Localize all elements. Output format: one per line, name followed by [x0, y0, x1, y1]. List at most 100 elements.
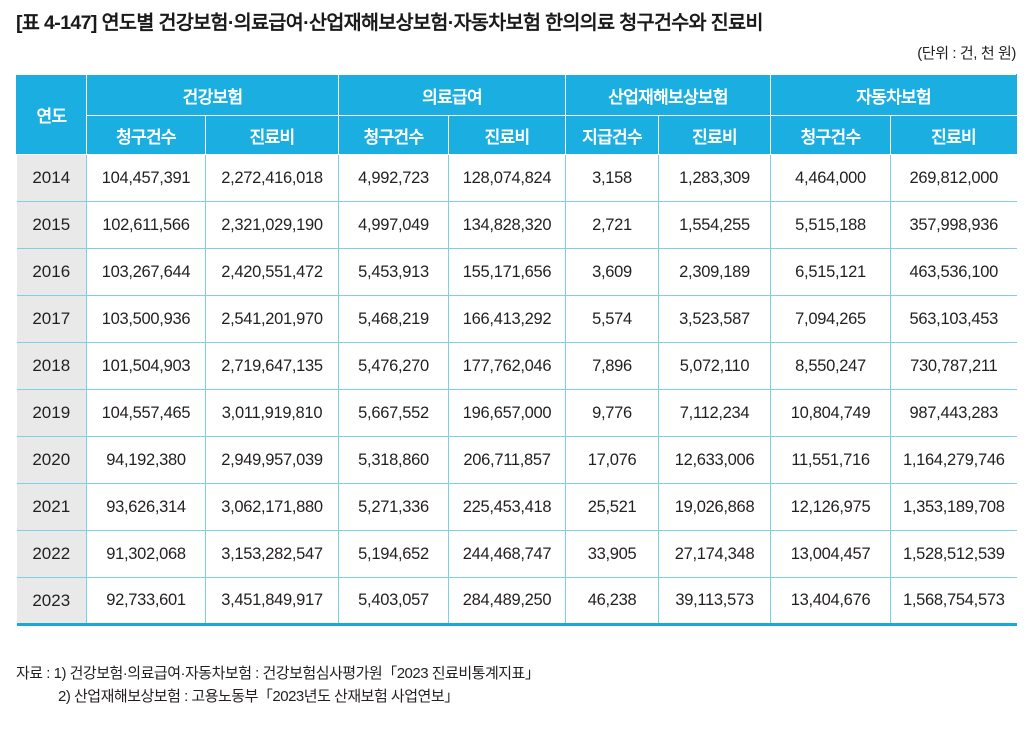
cell-hi-cost: 3,062,171,880: [205, 483, 340, 531]
cell-year: 2022: [16, 530, 87, 578]
statistics-table: 연도 건강보험 의료급여 산업재해보상보험 자동차보험 청구건수 진료비 청구건…: [16, 74, 1018, 626]
cell-hi-cost: 2,541,201,970: [205, 295, 340, 343]
cell-car-cost: 987,443,283: [890, 389, 1017, 437]
cell-iai-count: 9,776: [565, 389, 660, 437]
cell-hi-cost: 3,451,849,917: [205, 577, 340, 625]
page-title: [표 4-147] 연도별 건강보험·의료급여·산업재해보상보험·자동차보험 한…: [16, 12, 763, 34]
cell-ma-cost: 206,711,857: [448, 436, 567, 484]
cell-car-count: 13,404,676: [770, 577, 892, 625]
cell-ma-cost: 284,489,250: [448, 577, 567, 625]
table-header-subcolumn-row: 청구건수 진료비 청구건수 진료비 지급건수 진료비 청구건수 진료비: [17, 115, 1018, 155]
cell-year: 2020: [16, 436, 87, 484]
cell-iai-cost: 1,283,309: [658, 154, 772, 202]
cell-car-cost: 269,812,000: [890, 154, 1017, 202]
cell-hi-count: 104,557,465: [86, 389, 206, 437]
header-hi-count: 청구건수: [86, 115, 206, 155]
cell-iai-count: 3,158: [565, 154, 660, 202]
cell-ma-cost: 128,074,824: [448, 154, 567, 202]
cell-car-cost: 730,787,211: [890, 342, 1017, 390]
cell-ma-cost: 177,762,046: [448, 342, 567, 390]
cell-hi-count: 103,267,644: [86, 248, 206, 296]
cell-ma-count: 5,667,552: [338, 389, 450, 437]
cell-car-count: 11,551,716: [770, 436, 892, 484]
header-group-auto-insurance: 자동차보험: [770, 74, 1018, 116]
table-header-group-row: 연도 건강보험 의료급여 산업재해보상보험 자동차보험: [16, 74, 1018, 155]
header-car-count: 청구건수: [770, 115, 892, 155]
cell-iai-count: 3,609: [565, 248, 660, 296]
cell-car-cost: 1,353,189,708: [890, 483, 1017, 531]
cell-car-count: 5,515,188: [770, 201, 892, 249]
cell-hi-cost: 3,153,282,547: [205, 530, 340, 578]
cell-hi-count: 93,626,314: [86, 483, 206, 531]
cell-ma-count: 5,194,652: [338, 530, 450, 578]
cell-ma-count: 5,403,057: [338, 577, 450, 625]
cell-ma-count: 5,468,219: [338, 295, 450, 343]
cell-iai-count: 5,574: [565, 295, 660, 343]
cell-ma-count: 5,476,270: [338, 342, 450, 390]
header-group-medical-aid: 의료급여: [338, 74, 567, 116]
cell-ma-count: 4,992,723: [338, 154, 450, 202]
table-row: 2016 103,267,644 2,420,551,472 5,453,913 155…: [16, 248, 1017, 296]
cell-car-count: 10,804,749: [770, 389, 892, 437]
cell-year: 2017: [16, 295, 87, 343]
statistics-table-container: 연도 건강보험 의료급여 산업재해보상보험 자동차보험 청구건수 진료비 청구건…: [16, 74, 1018, 626]
cell-iai-count: 17,076: [565, 436, 660, 484]
cell-year: 2021: [16, 483, 87, 531]
cell-hi-cost: 2,321,029,190: [205, 201, 340, 249]
header-hi-cost: 진료비: [204, 115, 340, 155]
cell-hi-count: 101,504,903: [86, 342, 206, 390]
cell-year: 2019: [16, 389, 87, 437]
cell-car-count: 6,515,121: [770, 248, 892, 296]
header-year: 연도: [16, 74, 87, 155]
cell-car-count: 4,464,000: [770, 154, 892, 202]
cell-hi-count: 91,302,068: [86, 530, 206, 578]
cell-year: 2016: [16, 248, 87, 296]
cell-iai-count: 33,905: [565, 530, 660, 578]
header-group-industrial-accident-insurance: 산업재해보상보험: [565, 74, 772, 116]
cell-ma-cost: 155,171,656: [448, 248, 567, 296]
cell-hi-cost: 2,719,647,135: [205, 342, 340, 390]
cell-car-cost: 1,528,512,539: [890, 530, 1017, 578]
table-row: 2022 91,302,068 3,153,282,547 5,194,652 244,…: [16, 530, 1017, 578]
cell-car-cost: 357,998,936: [890, 201, 1017, 249]
cell-hi-count: 102,611,566: [86, 201, 206, 249]
cell-iai-cost: 5,072,110: [658, 342, 772, 390]
cell-car-cost: 1,164,279,746: [890, 436, 1017, 484]
footnote-line: 자료 : 1) 건강보험·의료급여·자동차보험 : 건강보험심사평가원「2023…: [16, 665, 540, 682]
header-group-health-insurance: 건강보험: [85, 74, 340, 116]
table-row: 2014 104,457,391 2,272,416,018 4,992,723 128…: [16, 154, 1017, 202]
cell-hi-cost: 2,272,416,018: [205, 154, 340, 202]
cell-ma-cost: 196,657,000: [448, 389, 567, 437]
cell-iai-count: 46,238: [565, 577, 660, 625]
cell-hi-count: 94,192,380: [86, 436, 206, 484]
cell-hi-cost: 3,011,919,810: [205, 389, 340, 437]
cell-year: 2018: [16, 342, 87, 390]
cell-car-count: 8,550,247: [770, 342, 892, 390]
cell-car-count: 7,094,265: [770, 295, 892, 343]
cell-ma-cost: 244,468,747: [448, 530, 567, 578]
cell-ma-cost: 166,413,292: [448, 295, 567, 343]
table-row: 2023 92,733,601 3,451,849,917 5,403,057 284,…: [16, 577, 1017, 625]
cell-hi-count: 104,457,391: [86, 154, 206, 202]
cell-car-cost: 563,103,453: [890, 295, 1017, 343]
table-row: 2015 102,611,566 2,321,029,190 4,997,049 134…: [16, 201, 1017, 249]
cell-iai-count: 2,721: [565, 201, 660, 249]
cell-iai-cost: 12,633,006: [658, 436, 772, 484]
cell-iai-cost: 7,112,234: [658, 389, 772, 437]
table-row: 2019 104,557,465 3,011,919,810 5,667,552 196…: [16, 389, 1017, 437]
cell-hi-cost: 2,420,551,472: [205, 248, 340, 296]
cell-ma-count: 4,997,049: [338, 201, 450, 249]
source-footnotes: 자료 : 1) 건강보험·의료급여·자동차보험 : 건강보험심사평가원「2023…: [16, 662, 1016, 709]
cell-iai-count: 7,896: [565, 342, 660, 390]
header-car-cost: 진료비: [890, 115, 1018, 155]
cell-year: 2015: [16, 201, 87, 249]
header-iai-count: 지급건수: [565, 115, 660, 155]
cell-ma-count: 5,453,913: [338, 248, 450, 296]
table-body: 2014 104,457,391 2,272,416,018 4,992,723 128…: [16, 154, 1017, 625]
cell-year: 2014: [16, 154, 87, 202]
table-row: 2017 103,500,936 2,541,201,970 5,468,219 166…: [16, 295, 1017, 343]
header-iai-cost: 진료비: [658, 115, 772, 155]
cell-iai-cost: 2,309,189: [658, 248, 772, 296]
cell-iai-cost: 39,113,573: [658, 577, 772, 625]
